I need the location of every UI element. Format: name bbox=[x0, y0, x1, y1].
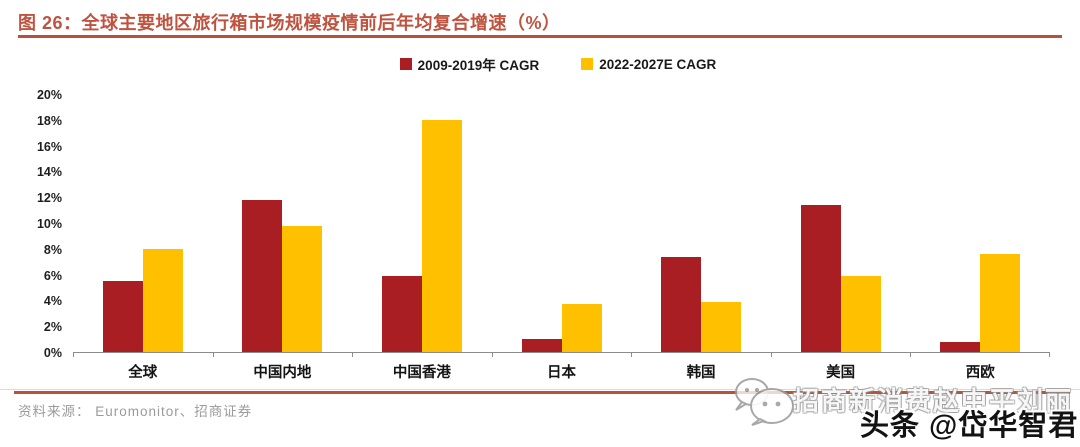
bar-西欧-series1 bbox=[980, 253, 1021, 352]
y-axis-tick-label: 10% bbox=[36, 217, 62, 231]
bar-美国-series1 bbox=[840, 275, 881, 352]
watermark-handle: 头条 @岱华智君 bbox=[860, 410, 1079, 442]
x-axis-category-label: 中国内地 bbox=[253, 365, 312, 381]
bar-日本-series0 bbox=[521, 339, 562, 352]
bar-中国香港-series0 bbox=[381, 275, 422, 352]
bar-中国内地-series0 bbox=[242, 199, 283, 352]
y-axis-tick-label: 16% bbox=[36, 139, 62, 154]
y-axis-tick-label: 20% bbox=[36, 88, 62, 102]
footer-thin-rule bbox=[0, 389, 1080, 390]
title-underline bbox=[18, 35, 1062, 38]
y-axis-tick-label: 2% bbox=[43, 320, 62, 335]
bar-chart-plot-area: 全球 中国内地 中国香港 日本 韩国 美国 西欧 bbox=[73, 95, 1050, 381]
data-source-note: 资料来源： Euromonitor、招商证券 bbox=[18, 404, 253, 419]
x-axis-category-label: 全球 bbox=[128, 365, 158, 381]
legend-swatch-red-icon bbox=[399, 58, 412, 70]
y-axis-tick-label: 8% bbox=[43, 242, 62, 257]
bar-全球-series0 bbox=[102, 281, 143, 352]
x-axis-category-label: 日本 bbox=[547, 365, 576, 381]
x-axis-tick bbox=[631, 353, 633, 357]
x-axis-tick bbox=[491, 353, 493, 357]
y-axis-tick-label: 6% bbox=[43, 268, 62, 283]
bar-美国-series0 bbox=[800, 204, 841, 352]
wechat-icon bbox=[735, 378, 794, 426]
bar-全球-series1 bbox=[142, 248, 183, 352]
bar-中国内地-series1 bbox=[282, 225, 323, 352]
footer-accent-rule bbox=[14, 391, 1070, 394]
legend-label: 2009-2019年 CAGR bbox=[417, 58, 540, 73]
y-axis-tick-label: 0% bbox=[43, 346, 62, 360]
bar-中国香港-series1 bbox=[421, 119, 462, 352]
x-axis-category-label: 美国 bbox=[826, 365, 856, 381]
x-axis-category-label: 韩国 bbox=[686, 365, 716, 381]
legend-item-2022-2027: 2022-2027E CAGR bbox=[581, 54, 716, 74]
legend-label: 2022-2027E CAGR bbox=[599, 56, 717, 72]
y-axis-tick-label: 12% bbox=[36, 191, 62, 206]
watermark-text: 招商新消费赵中平刘丽 bbox=[793, 386, 1074, 416]
x-axis-tick bbox=[73, 353, 74, 357]
bar-韩国-series0 bbox=[661, 256, 702, 352]
bar-日本-series1 bbox=[561, 304, 602, 352]
chart-legend: 2009-2019年 CAGR 2022-2027E CAGR bbox=[0, 54, 1080, 74]
y-axis-tick-label: 18% bbox=[36, 113, 62, 128]
x-axis-tick bbox=[910, 353, 912, 357]
y-axis-tick-label: 4% bbox=[43, 294, 62, 309]
bar-西欧-series0 bbox=[940, 341, 981, 352]
y-axis: 0% 2% 4% 6% 8% 10% 12% 14% 16% 18% 20% bbox=[0, 88, 62, 360]
legend-item-2009-2019: 2009-2019年 CAGR bbox=[399, 54, 540, 74]
x-axis-category-label: 西欧 bbox=[965, 365, 995, 381]
x-axis-tick bbox=[1049, 353, 1050, 357]
legend-swatch-yellow-icon bbox=[581, 58, 594, 70]
bar-韩国-series1 bbox=[701, 301, 742, 352]
x-axis-tick bbox=[770, 353, 772, 357]
x-axis-tick bbox=[352, 353, 354, 357]
x-axis-category-label: 中国香港 bbox=[392, 365, 451, 381]
y-axis-tick-label: 14% bbox=[36, 165, 62, 180]
x-axis-tick bbox=[212, 353, 214, 357]
figure-title: 图 26：全球主要地区旅行箱市场规模疫情前后年均复合增速（%） bbox=[18, 13, 561, 33]
